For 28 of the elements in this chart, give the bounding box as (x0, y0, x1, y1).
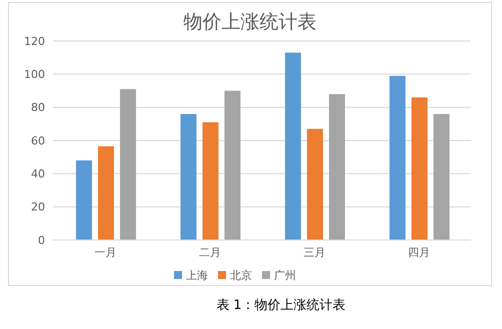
x-tick-label: 二月 (198, 246, 221, 259)
bar (433, 114, 450, 240)
legend-label: 北京 (230, 269, 252, 282)
y-tick-label: 0 (38, 234, 45, 247)
legend-label: 广州 (274, 269, 296, 282)
bar (328, 94, 345, 240)
y-tick-label: 120 (24, 34, 45, 48)
bar (284, 52, 301, 240)
bar (202, 122, 218, 240)
legend-label: 上海 (186, 269, 208, 282)
y-tick-label: 40 (31, 168, 45, 181)
chart-title: 物价上涨统计表 (182, 10, 318, 35)
y-tick-label: 80 (31, 101, 45, 114)
bar (411, 97, 428, 240)
text: 表 1：物价上涨统计表 (215, 297, 347, 314)
bar (98, 146, 114, 240)
bar (306, 128, 323, 240)
y-tick-label: 20 (31, 200, 45, 214)
x-tick-label: 一月 (94, 246, 116, 259)
bar (224, 90, 240, 240)
bar (76, 160, 92, 240)
bar (120, 89, 136, 240)
bar (180, 114, 196, 240)
y-tick-label: 60 (31, 134, 45, 148)
y-tick-label: 100 (24, 68, 45, 82)
x-tick-label: 四月 (408, 246, 430, 259)
x-tick-label: 三月 (303, 246, 326, 259)
bar (389, 76, 406, 240)
